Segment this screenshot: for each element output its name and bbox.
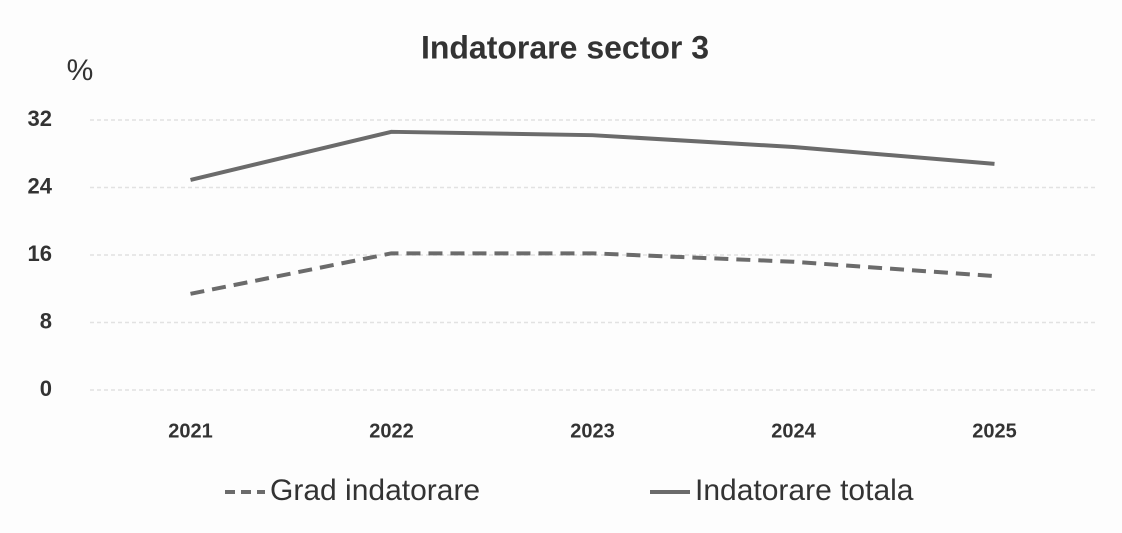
y-tick-label: 24 [28, 173, 53, 198]
chart-title: Indatorare sector 3 [421, 29, 709, 65]
x-tick-label: 2022 [369, 420, 414, 442]
legend-label: Indatorare totala [695, 474, 914, 507]
legend-label: Grad indatorare [270, 474, 480, 507]
x-tick-label: 2025 [972, 420, 1017, 442]
y-axis-title: % [67, 54, 94, 87]
x-tick-label: 2021 [168, 420, 213, 442]
line-series [190, 129, 995, 182]
y-tick-label: 8 [40, 308, 52, 333]
y-tick-label: 32 [28, 106, 52, 131]
y-tick-label: 0 [40, 376, 52, 401]
y-tick-label: 16 [28, 241, 52, 266]
x-tick-label: 2023 [570, 420, 615, 442]
line-series [190, 251, 995, 296]
x-tick-label: 2024 [771, 420, 816, 442]
